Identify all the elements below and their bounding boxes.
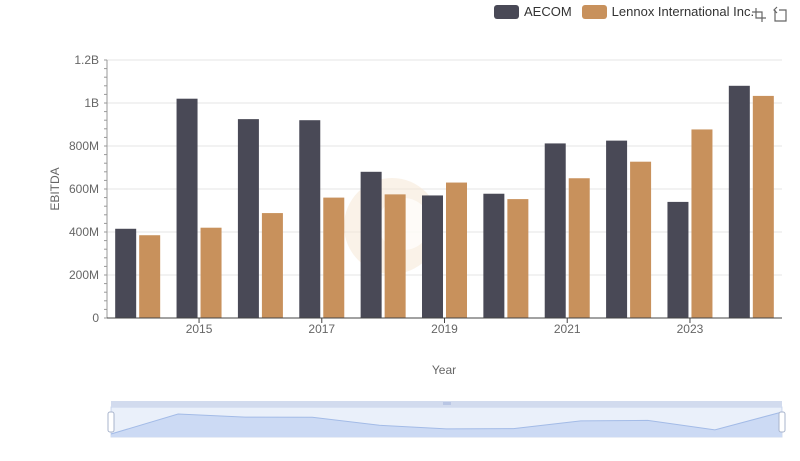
bar-lennox [200,227,222,318]
bar-lennox [139,235,161,318]
zoom-handle-right [778,411,786,433]
x-tick-label: 2017 [308,322,335,336]
y-tick-label: 200M [69,268,99,282]
bar-lennox [507,199,529,318]
zoom-preview-line [110,411,783,435]
y-tick-label: 800M [69,139,99,153]
restore-icon[interactable] [771,6,788,23]
y-tick-label: 1.2B [74,53,99,67]
zoom-grip-icon [443,402,451,405]
x-tick-label: 2015 [186,322,213,336]
legend-label-lennox: Lennox International Inc. [611,4,755,19]
toolbox [746,6,788,23]
bar-aecom [115,228,137,318]
bar-lennox [323,197,345,318]
legend: AECOM Lennox International Inc. [494,4,764,19]
y-tick-label: 1B [84,96,99,110]
bar-aecom [360,171,382,318]
bar-aecom [728,85,750,318]
bar-aecom [422,195,443,318]
x-tick-label: 2021 [554,322,581,336]
bars [115,85,774,318]
bar-lennox [261,213,283,318]
y-tick-label: 600M [69,182,99,196]
bar-lennox [568,178,590,318]
bar-lennox [691,129,713,318]
x-tick-label: 2019 [431,322,458,336]
y-axis-title: EBITDA [48,167,62,210]
zoom-selection [111,407,782,437]
bar-lennox [384,194,406,318]
legend-swatch-aecom [494,4,519,19]
bar-aecom [299,120,321,318]
zoom-icon[interactable] [750,6,767,23]
x-axis-title: Year [432,363,456,377]
x-tick-label: 2023 [677,322,704,336]
bar-aecom [544,143,566,318]
bar-lennox [630,161,652,318]
y-tick-label: 400M [69,225,99,239]
bar-aecom [606,140,628,318]
bar-aecom [176,98,198,318]
bar-aecom [667,201,689,318]
legend-item-lennox[interactable]: Lennox International Inc. [581,4,755,19]
legend-item-aecom[interactable]: AECOM [494,4,572,19]
legend-label-aecom: AECOM [524,4,572,19]
legend-swatch-lennox [581,4,607,19]
bar-aecom [237,119,259,318]
bar-lennox [752,95,774,318]
y-tick-label: 0 [92,311,99,325]
bar-lennox [446,182,467,318]
zoom-preview-area [111,412,782,437]
zoom-handle-left [107,411,115,433]
data-zoom-slider[interactable] [107,401,786,438]
bar-aecom [483,193,505,318]
axes: 0 200M 400M 600M 800M 1B 1.2B 2015 2017 2019 2021 2… [69,53,782,336]
